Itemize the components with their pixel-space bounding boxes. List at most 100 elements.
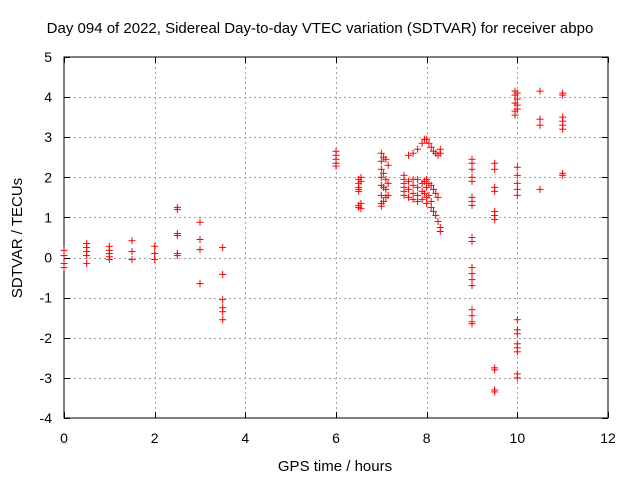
data-point	[423, 199, 431, 207]
data-point	[219, 244, 227, 252]
x-axis-label: GPS time / hours	[278, 458, 392, 475]
data-point	[536, 121, 544, 129]
data-point	[377, 191, 385, 199]
data-point	[536, 185, 544, 193]
data-point	[405, 193, 413, 201]
data-point	[511, 111, 519, 119]
data-point	[468, 264, 476, 272]
data-point	[468, 276, 476, 284]
chart-title: Day 094 of 2022, Sidereal Day-to-day VTE…	[47, 20, 594, 37]
data-point	[559, 125, 567, 133]
data-point	[513, 316, 521, 324]
data-point	[468, 238, 476, 246]
data-point	[151, 250, 159, 258]
data-point	[60, 264, 68, 272]
data-point	[432, 211, 440, 219]
data-point	[382, 155, 390, 163]
data-point	[196, 236, 204, 244]
data-point	[405, 151, 413, 159]
x-tick-label: 0	[60, 430, 68, 446]
data-point	[173, 231, 181, 239]
data-point	[513, 191, 521, 199]
data-point	[429, 207, 437, 215]
data-point	[414, 197, 422, 205]
data-point	[151, 256, 159, 264]
data-point	[332, 162, 340, 170]
data-point	[468, 306, 476, 314]
data-point	[423, 135, 431, 143]
data-point	[384, 191, 392, 199]
data-point	[468, 159, 476, 167]
y-tick-label: 2	[44, 169, 52, 185]
data-point	[400, 191, 408, 199]
data-point	[414, 191, 422, 199]
data-point	[377, 173, 385, 181]
data-point	[219, 270, 227, 278]
data-point	[414, 175, 422, 183]
data-point	[436, 227, 444, 235]
data-point	[491, 159, 499, 167]
data-point	[380, 197, 388, 205]
data-point	[468, 201, 476, 209]
data-point	[468, 177, 476, 185]
data-point	[405, 177, 413, 185]
data-point	[414, 145, 422, 153]
data-point	[409, 189, 417, 197]
data-point	[418, 139, 426, 147]
data-point	[427, 197, 435, 205]
data-point	[423, 183, 431, 191]
data-point	[513, 185, 521, 193]
y-axis-tick-labels: -4 -3 -2 -1 0 1 2 3 4 5	[40, 49, 53, 426]
data-point	[559, 171, 567, 179]
axis-ticks	[64, 57, 609, 419]
data-point	[409, 195, 417, 203]
data-point	[491, 187, 499, 195]
y-tick-label: 1	[44, 209, 52, 225]
data-point	[429, 185, 437, 193]
data-point	[377, 149, 385, 157]
data-point	[83, 260, 91, 268]
data-point	[382, 175, 390, 183]
data-point	[377, 165, 385, 173]
grid-lines	[64, 57, 608, 418]
x-tick-label: 12	[600, 430, 616, 446]
data-point	[128, 256, 136, 264]
data-point	[513, 95, 521, 103]
data-point	[357, 205, 365, 213]
x-tick-label: 2	[151, 430, 159, 446]
data-point	[432, 189, 440, 197]
data-point	[196, 246, 204, 254]
data-point	[513, 89, 521, 97]
data-point	[427, 143, 435, 151]
data-point	[491, 165, 499, 173]
data-point	[468, 270, 476, 278]
data-point	[409, 181, 417, 189]
data-point	[434, 193, 442, 201]
data-point	[405, 185, 413, 193]
data-point	[418, 195, 426, 203]
data-point	[105, 256, 113, 264]
data-point	[409, 149, 417, 157]
y-tick-label: -1	[40, 290, 53, 306]
data-point	[513, 105, 521, 113]
data-point	[60, 252, 68, 260]
data-point	[377, 202, 385, 210]
x-tick-label: 4	[241, 430, 249, 446]
data-point	[219, 296, 227, 304]
y-tick-label: 0	[44, 250, 52, 266]
data-point	[380, 169, 388, 177]
data-point	[128, 248, 136, 256]
data-point	[513, 330, 521, 338]
x-tick-label: 10	[510, 430, 526, 446]
data-point	[384, 161, 392, 169]
data-point	[468, 320, 476, 328]
data-point	[83, 252, 91, 260]
data-point	[468, 282, 476, 290]
y-tick-label: 4	[44, 89, 52, 105]
data-point	[559, 91, 567, 99]
x-axis-tick-labels: 0 2 4 6 8 10 12	[60, 430, 616, 446]
data-point	[427, 203, 435, 211]
data-point	[427, 181, 435, 189]
data-points	[60, 87, 567, 396]
